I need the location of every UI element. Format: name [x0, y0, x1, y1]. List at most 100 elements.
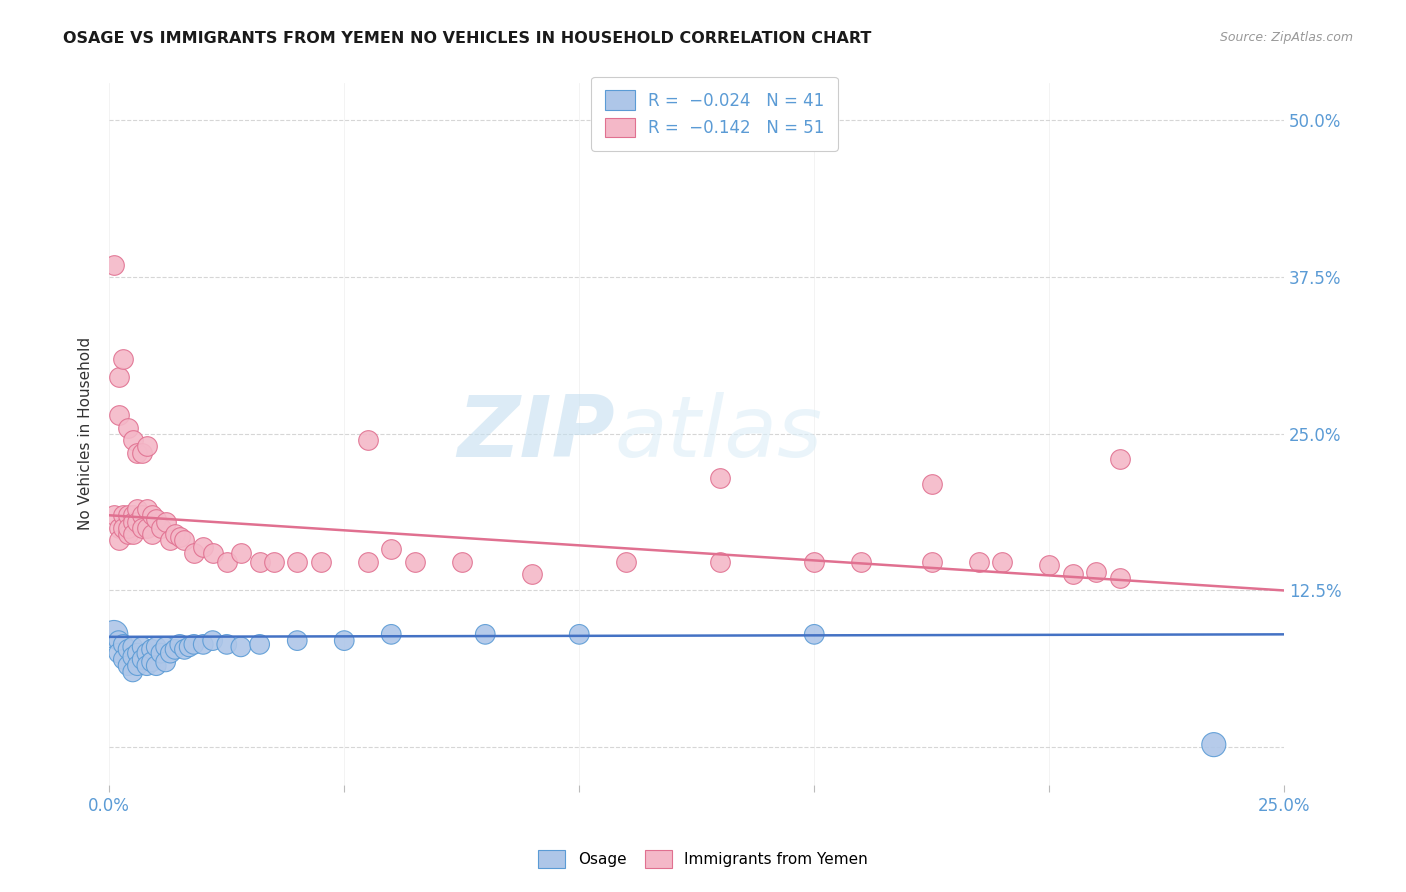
Point	[1085, 565, 1108, 579]
Point	[179, 640, 201, 654]
Point	[921, 555, 943, 569]
Point	[135, 521, 157, 535]
Point	[1108, 451, 1130, 466]
Point	[309, 555, 332, 569]
Legend: R =  −0.024   N = 41, R =  −0.142   N = 51: R = −0.024 N = 41, R = −0.142 N = 51	[591, 77, 838, 151]
Point	[155, 515, 177, 529]
Point	[107, 633, 129, 648]
Point	[135, 646, 157, 660]
Point	[127, 658, 149, 673]
Point	[121, 527, 143, 541]
Point	[135, 439, 157, 453]
Point	[112, 508, 135, 523]
Point	[193, 637, 215, 651]
Point	[967, 555, 990, 569]
Point	[249, 637, 271, 651]
Text: Source: ZipAtlas.com: Source: ZipAtlas.com	[1219, 31, 1353, 45]
Point	[357, 433, 380, 447]
Point	[991, 555, 1014, 569]
Point	[141, 527, 163, 541]
Point	[285, 633, 308, 648]
Point	[135, 658, 157, 673]
Point	[263, 555, 285, 569]
Point	[1038, 558, 1060, 573]
Point	[131, 508, 153, 523]
Point	[803, 627, 825, 641]
Point	[159, 646, 181, 660]
Point	[1202, 738, 1225, 752]
Point	[1062, 567, 1084, 582]
Text: atlas: atlas	[614, 392, 823, 475]
Point	[121, 508, 143, 523]
Point	[112, 351, 135, 366]
Point	[131, 521, 153, 535]
Point	[127, 502, 149, 516]
Point	[1108, 571, 1130, 585]
Point	[183, 637, 205, 651]
Point	[215, 555, 238, 569]
Point	[357, 555, 380, 569]
Point	[141, 655, 163, 669]
Point	[201, 546, 224, 560]
Point	[149, 646, 172, 660]
Point	[117, 658, 139, 673]
Point	[117, 527, 139, 541]
Point	[117, 521, 139, 535]
Point	[522, 567, 544, 582]
Point	[107, 521, 129, 535]
Point	[229, 640, 252, 654]
Point	[141, 642, 163, 657]
Point	[851, 555, 873, 569]
Point	[163, 642, 186, 657]
Point	[103, 627, 125, 641]
Point	[803, 555, 825, 569]
Point	[127, 646, 149, 660]
Point	[215, 637, 238, 651]
Point	[149, 521, 172, 535]
Point	[127, 515, 149, 529]
Point	[169, 530, 191, 544]
Point	[103, 508, 125, 523]
Point	[107, 370, 129, 384]
Legend: Osage, Immigrants from Yemen: Osage, Immigrants from Yemen	[531, 844, 875, 873]
Point	[112, 521, 135, 535]
Point	[117, 420, 139, 434]
Point	[107, 646, 129, 660]
Point	[614, 555, 637, 569]
Point	[131, 445, 153, 459]
Point	[112, 637, 135, 651]
Point	[121, 433, 143, 447]
Point	[229, 546, 252, 560]
Point	[568, 627, 591, 641]
Point	[169, 637, 191, 651]
Point	[141, 508, 163, 523]
Point	[285, 555, 308, 569]
Point	[145, 512, 167, 526]
Point	[112, 652, 135, 666]
Point	[145, 658, 167, 673]
Point	[121, 649, 143, 664]
Point	[117, 508, 139, 523]
Point	[107, 533, 129, 548]
Point	[121, 640, 143, 654]
Point	[380, 542, 402, 557]
Point	[127, 445, 149, 459]
Point	[921, 477, 943, 491]
Point	[121, 665, 143, 679]
Point	[173, 533, 195, 548]
Point	[107, 408, 129, 422]
Point	[193, 540, 215, 554]
Point	[404, 555, 426, 569]
Point	[117, 642, 139, 657]
Point	[135, 502, 157, 516]
Point	[103, 258, 125, 272]
Text: ZIP: ZIP	[457, 392, 614, 475]
Point	[159, 533, 181, 548]
Point	[183, 546, 205, 560]
Point	[155, 640, 177, 654]
Point	[163, 527, 186, 541]
Point	[131, 640, 153, 654]
Point	[131, 652, 153, 666]
Point	[474, 627, 496, 641]
Point	[450, 555, 472, 569]
